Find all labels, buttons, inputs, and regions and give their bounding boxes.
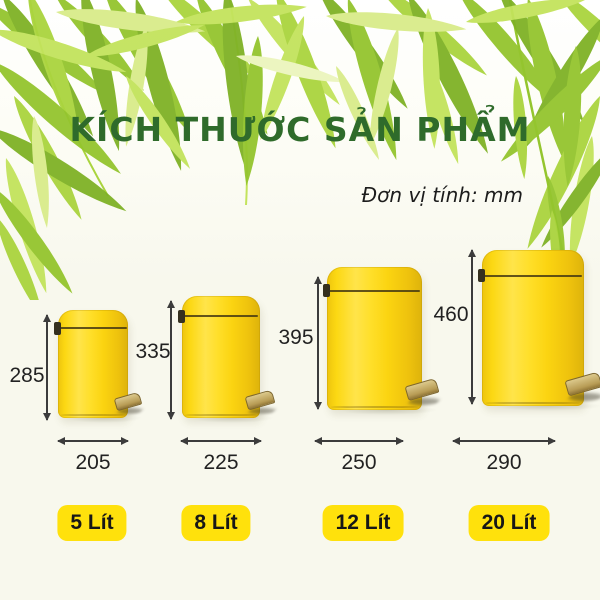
- page-title: KÍCH THƯỚC SẢN PHẨM: [69, 110, 531, 149]
- bin-lid-seam: [59, 327, 127, 329]
- height-value: 335: [135, 340, 171, 363]
- unit-note: Đơn vị tính: mm: [361, 183, 523, 207]
- capacity-badge-5l: 5 Lít: [57, 505, 127, 541]
- bin-hinge: [323, 284, 330, 297]
- bin-base-line: [185, 414, 257, 416]
- height-arrow: [314, 276, 322, 410]
- width-arrow: [314, 437, 404, 445]
- height-arrow: [43, 314, 51, 421]
- width-value: 205: [75, 451, 111, 474]
- capacity-badge-20l: 20 Lít: [468, 505, 550, 541]
- height-value: 460: [433, 303, 469, 326]
- bin-8l: [178, 296, 277, 418]
- bin-shadow: [492, 401, 600, 411]
- bamboo-leaves-icon: [0, 0, 600, 300]
- height-value: 395: [278, 326, 314, 349]
- bin-shadow: [190, 413, 274, 423]
- width-arrow: [57, 437, 129, 445]
- bin-lid-seam: [484, 275, 582, 277]
- width-value: 225: [203, 451, 239, 474]
- bin-lid-seam: [183, 315, 259, 317]
- width-value: 250: [341, 451, 377, 474]
- bin-20l: [478, 250, 600, 406]
- height-arrow: [167, 300, 175, 420]
- capacity-badge-12l: 12 Lít: [322, 505, 404, 541]
- bin-lid-seam: [328, 290, 421, 292]
- bin-hinge: [178, 310, 185, 323]
- height-arrow: [468, 249, 476, 405]
- capacity-badge-8l: 8 Lít: [181, 505, 251, 541]
- bin-base-line: [486, 402, 580, 404]
- height-value: 285: [9, 364, 45, 387]
- width-arrow: [180, 437, 262, 445]
- bin-5l: [54, 310, 144, 418]
- width-arrow: [452, 437, 556, 445]
- bin-base-line: [60, 414, 126, 416]
- bin-shadow: [66, 413, 142, 423]
- width-value: 290: [486, 451, 522, 474]
- bin-hinge: [478, 269, 485, 282]
- bin-hinge: [54, 322, 61, 335]
- bin-base-line: [330, 406, 419, 408]
- bin-12l: [323, 267, 442, 410]
- bin-shadow: [336, 405, 438, 415]
